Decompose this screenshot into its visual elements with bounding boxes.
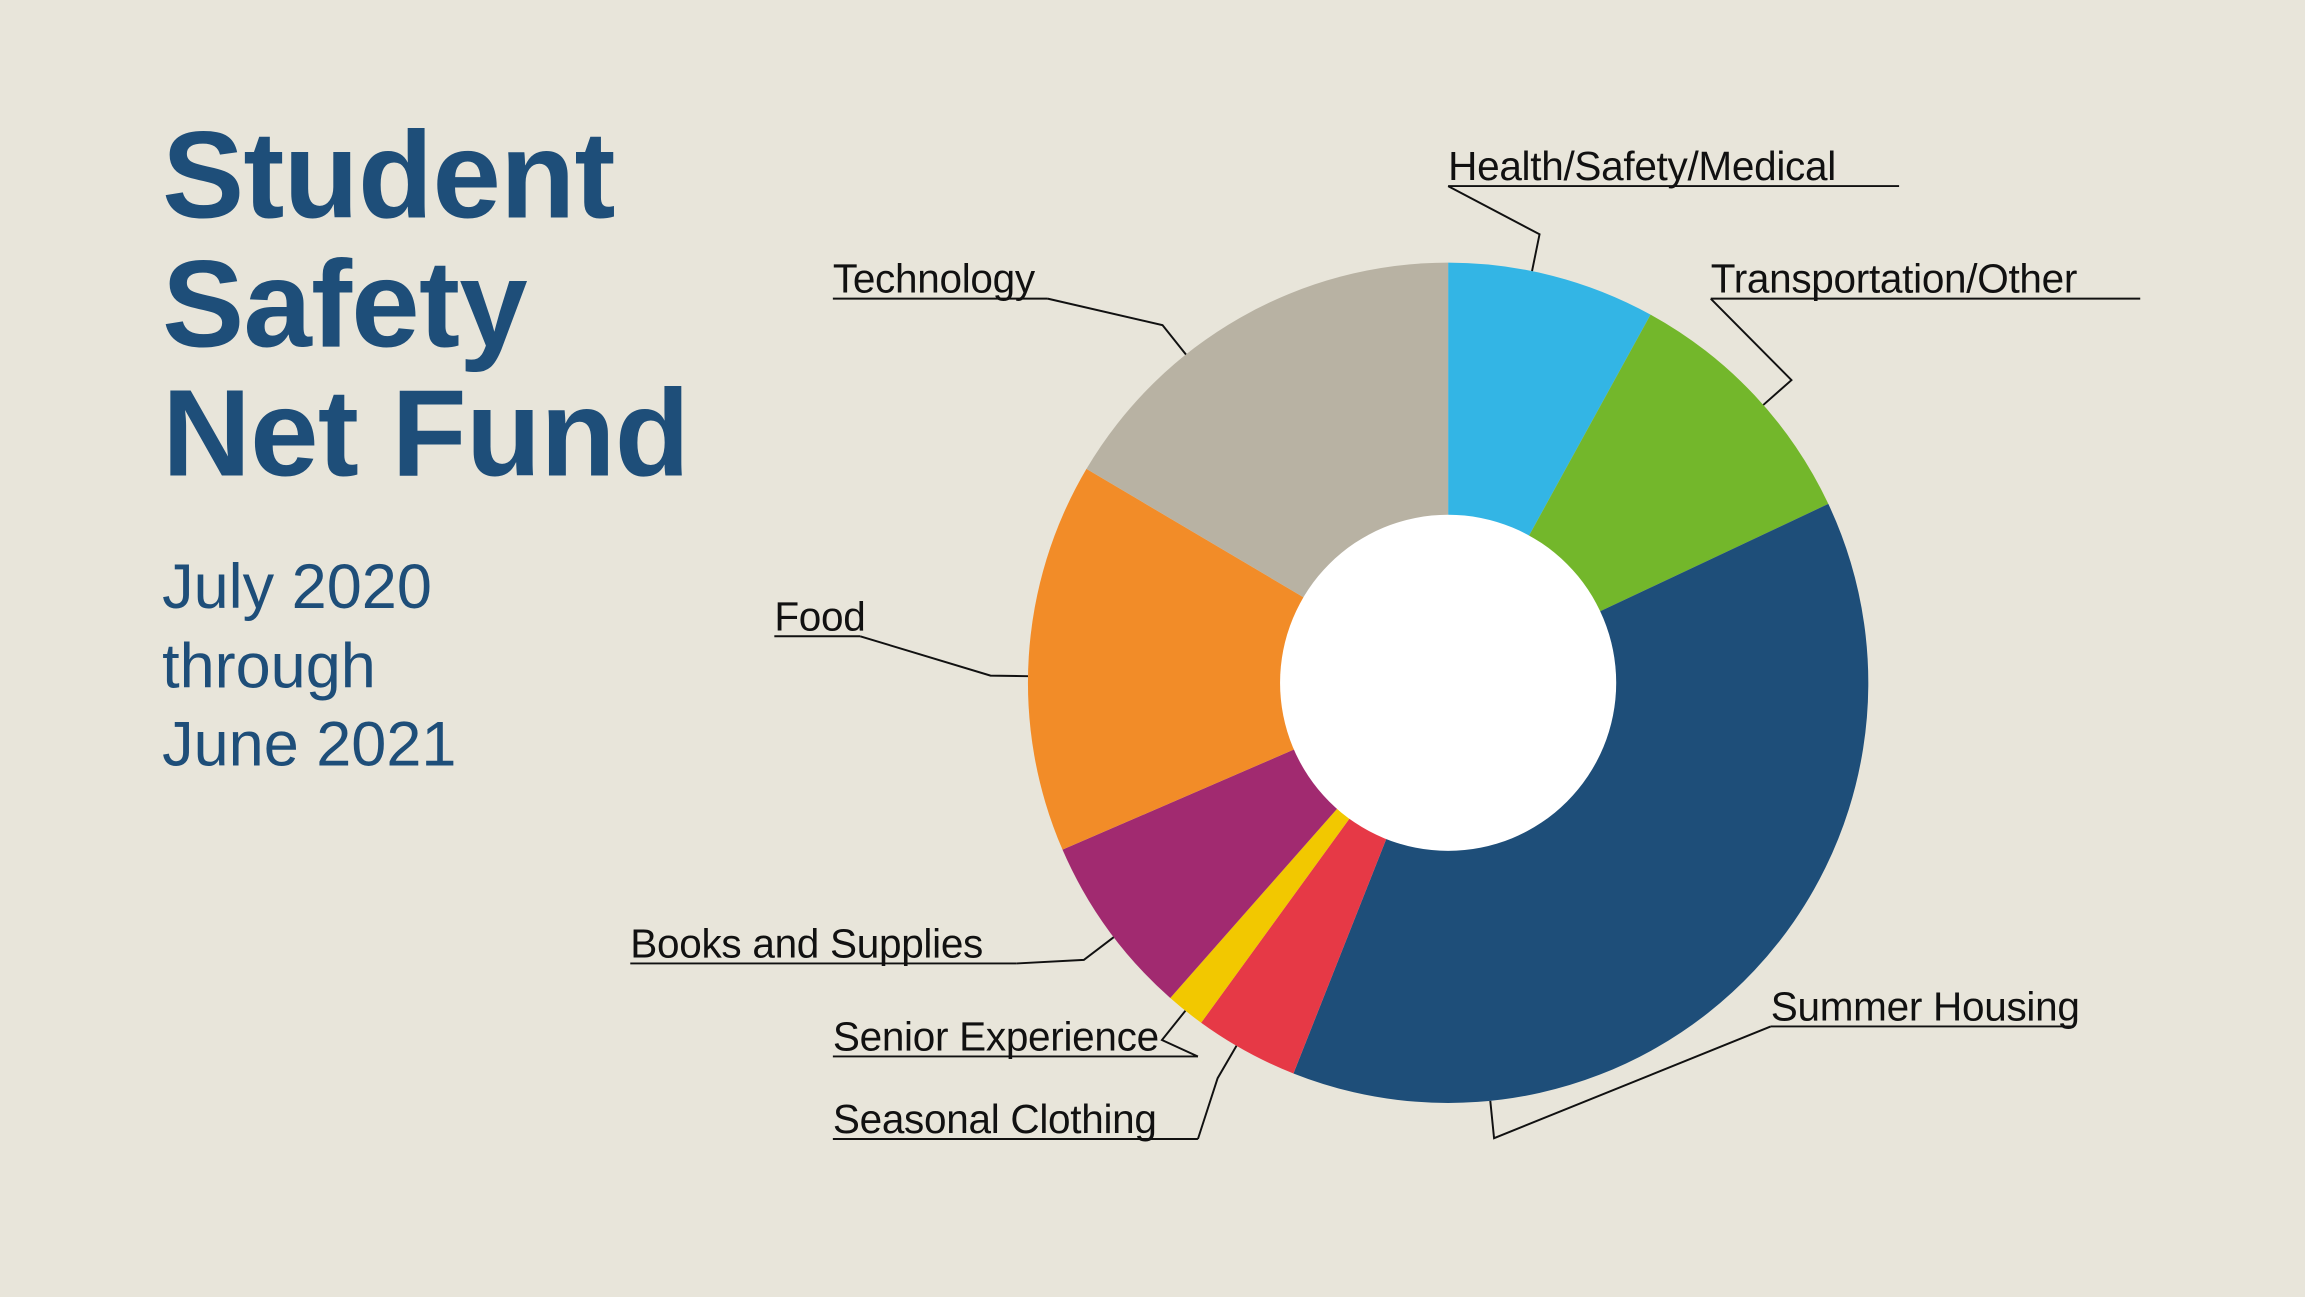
- chart-canvas: StudentSafetyNet Fund July 2020throughJu…: [0, 0, 2305, 1297]
- label-tech: Technology: [833, 257, 1035, 304]
- leader-books: [1017, 937, 1114, 963]
- label-food: Food: [774, 595, 865, 642]
- donut-hole: [1280, 515, 1616, 851]
- leader-food: [860, 636, 1028, 676]
- leader-seasonal: [1198, 1046, 1237, 1139]
- leader-tech: [1048, 299, 1186, 355]
- label-senior: Senior Experience: [833, 1015, 1159, 1062]
- label-health: Health/Safety/Medical: [1448, 144, 1836, 191]
- label-seasonal: Seasonal Clothing: [833, 1097, 1157, 1144]
- leader-senior: [1162, 1011, 1198, 1057]
- label-transport: Transportation/Other: [1711, 257, 2077, 304]
- label-books: Books and Supplies: [630, 922, 983, 969]
- leader-health: [1448, 186, 1539, 271]
- label-housing: Summer Housing: [1771, 985, 2080, 1032]
